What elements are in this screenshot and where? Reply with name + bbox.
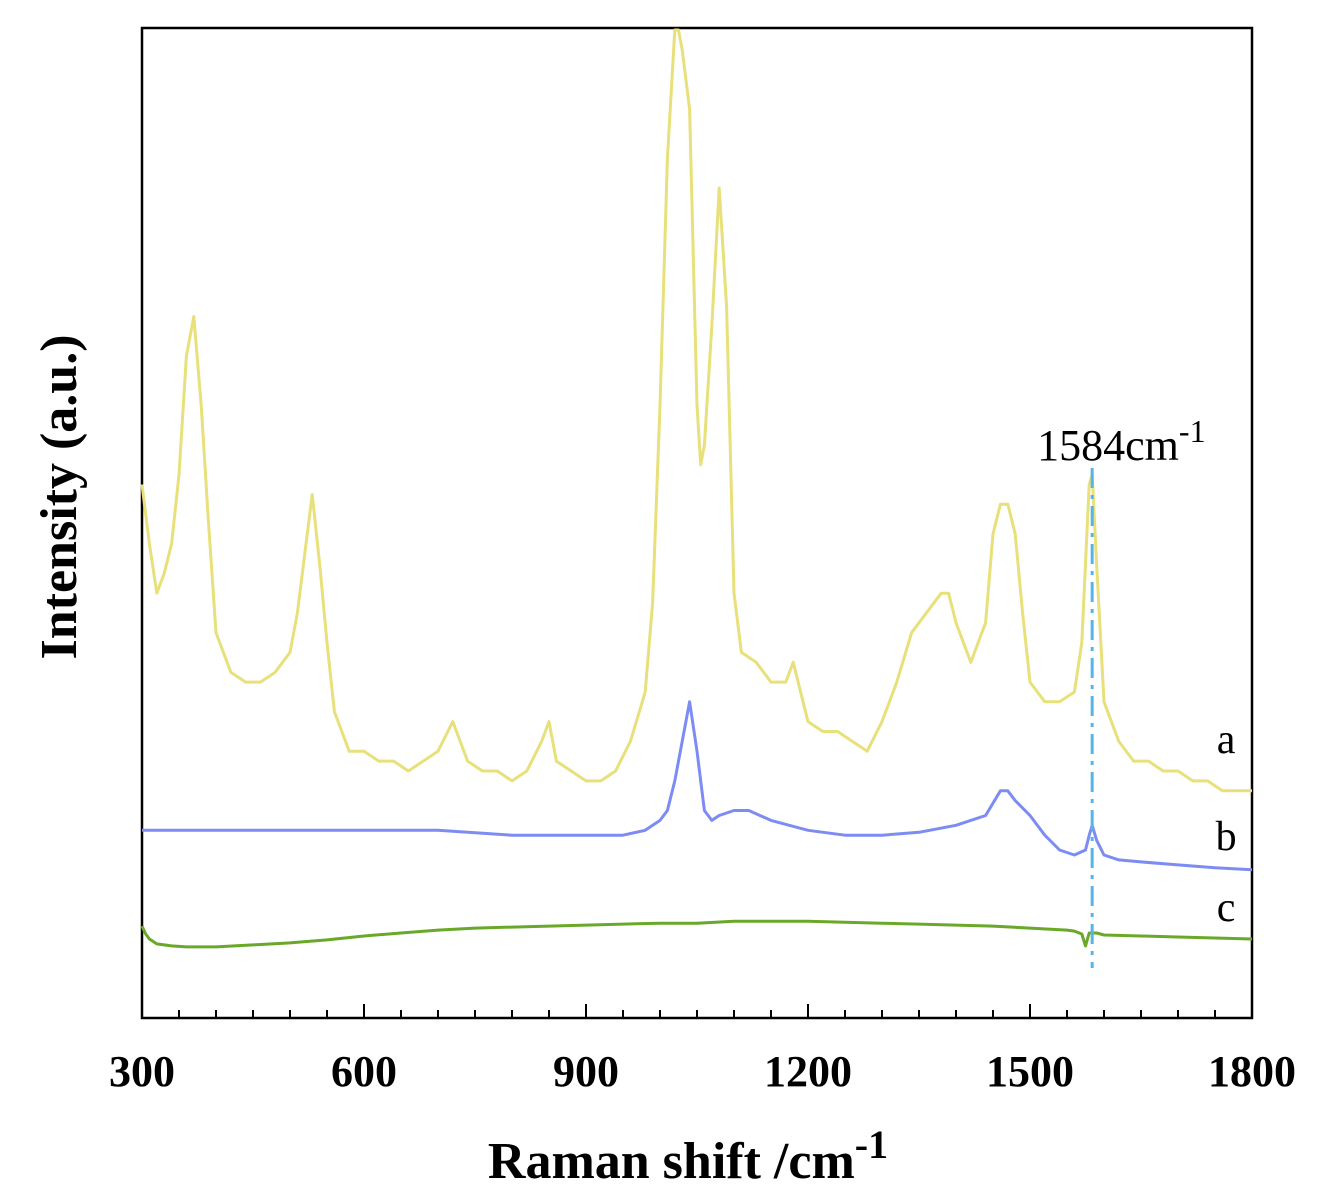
x-axis-title-sup: -1 xyxy=(855,1122,888,1167)
series-b-label: b xyxy=(1216,814,1237,860)
series-labels: a bc xyxy=(1216,717,1237,931)
peak-annotation-text: 1584cm xyxy=(1037,421,1179,470)
x-tick-label: 600 xyxy=(331,1047,397,1096)
x-ticks xyxy=(141,1004,1253,1018)
series-c-label: c xyxy=(1217,885,1236,931)
peak-annotation-sup: -1 xyxy=(1179,413,1206,449)
x-tick-label: 1200 xyxy=(764,1047,852,1096)
y-axis-title: Intensity (a.u.) xyxy=(31,334,88,659)
x-tick-label: 300 xyxy=(109,1047,175,1096)
x-axis-title-text: Raman shift /cm xyxy=(488,1133,855,1190)
series-c-line xyxy=(140,919,1253,949)
plot-area xyxy=(140,28,1253,949)
series-b-line xyxy=(142,700,1253,872)
x-tick-labels: 300 600 900 1200 1500 1800 xyxy=(109,1047,1296,1096)
x-tick-label: 1500 xyxy=(986,1047,1074,1096)
series-a-line xyxy=(140,28,1252,793)
peak-annotation-label: 1584cm-1 xyxy=(1037,413,1205,470)
x-tick-label: 1800 xyxy=(1208,1047,1296,1096)
annotation-group: 1584cm-1 xyxy=(1037,413,1206,968)
series-a-label: a xyxy=(1217,717,1236,763)
x-tick-label: 900 xyxy=(553,1047,619,1096)
x-axis-title: Raman shift /cm-1 xyxy=(488,1122,888,1190)
